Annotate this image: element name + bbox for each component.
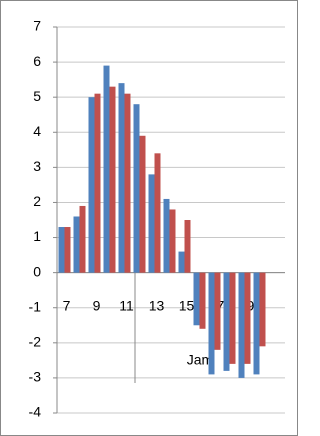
bar [154, 153, 161, 273]
x-tick-label: 9 [93, 298, 101, 314]
bar [139, 135, 146, 273]
bar [229, 272, 236, 364]
y-tick-label: -3 [29, 369, 42, 385]
bar [208, 272, 215, 375]
bar [178, 251, 185, 273]
x-axis-label: Jam [187, 352, 213, 368]
bar [223, 272, 230, 371]
y-tick-label: 4 [33, 123, 41, 139]
bar [199, 272, 206, 329]
bar [94, 93, 101, 273]
x-tick-label: 11 [119, 298, 134, 314]
bar [124, 93, 131, 273]
y-tick-label: 1 [33, 228, 41, 244]
bar [259, 272, 266, 347]
bar [163, 198, 170, 273]
bar [103, 65, 110, 273]
bar [253, 272, 260, 375]
bar [64, 227, 71, 273]
y-tick-label: 2 [33, 193, 41, 209]
bar [118, 83, 125, 273]
bar [109, 86, 116, 273]
bar [73, 216, 80, 273]
bar [148, 174, 155, 273]
y-tick-label: 6 [33, 53, 41, 69]
y-tick-label: -1 [29, 298, 42, 314]
x-tick-label: 13 [149, 298, 165, 314]
bar [79, 205, 86, 273]
y-tick-label: 7 [33, 18, 41, 34]
x-tick-label: 7 [63, 298, 71, 314]
y-tick-label: -2 [29, 334, 42, 350]
y-tick-label: 0 [33, 263, 41, 279]
bar [88, 97, 95, 273]
y-tick-label: 3 [33, 158, 41, 174]
bar [169, 209, 176, 273]
bar [244, 272, 251, 364]
y-tick-label: -4 [29, 404, 42, 420]
x-tick-label: 15 [179, 298, 195, 314]
bar [184, 220, 191, 273]
bar [58, 227, 65, 273]
chart: Jam -4-3-2-101234567791113151719 [0, 0, 298, 436]
bar [238, 272, 245, 378]
bar [193, 272, 200, 326]
bar [214, 272, 221, 350]
bar [133, 104, 140, 273]
y-tick-label: 5 [33, 88, 41, 104]
